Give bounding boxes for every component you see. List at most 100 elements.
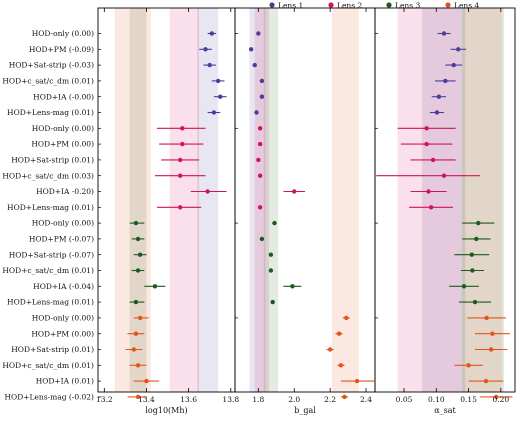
x-tick-label: 2.2	[324, 395, 336, 404]
data-point	[354, 378, 360, 384]
row-label-layer: HOD-only (0.00) HOD+PM (-0.09) HOD+Sat-str…	[2, 29, 101, 402]
data-point	[218, 94, 223, 99]
data-point	[272, 220, 277, 226]
row-label: HOD+PM (0.00)	[31, 140, 94, 149]
data-point	[342, 394, 347, 400]
x-tick-label: 13.2	[96, 395, 113, 404]
data-point	[259, 78, 265, 84]
row-label: HOD-only (0.00)	[32, 29, 94, 38]
band-panel2-lens3	[263, 8, 279, 392]
data-point	[207, 62, 212, 68]
data-point	[135, 363, 141, 368]
data-point	[215, 78, 221, 84]
data-point	[135, 236, 141, 242]
data-point	[424, 126, 429, 131]
x-tick-label: 13.6	[180, 395, 197, 404]
x-tick-label: 0.20	[492, 395, 509, 404]
row-label: HOD+Sat-strip (-0.07)	[9, 250, 94, 259]
data-point	[338, 363, 344, 368]
band-panel2-lens1	[249, 8, 266, 392]
data-point	[259, 94, 265, 99]
band-panel1-lens3	[129, 8, 147, 392]
row-label: HOD+PM (-0.07)	[29, 235, 94, 244]
row-label: HOD+Lens-mag (-0.02)	[5, 393, 95, 402]
data-point	[137, 252, 143, 257]
row-label: HOD+PM (0.00)	[31, 329, 94, 338]
data-point	[256, 157, 261, 163]
legend-marker	[269, 2, 275, 8]
x-tick-label: 2.4	[360, 395, 372, 404]
row-label: HOD-only (0.00)	[32, 124, 94, 133]
data-point	[270, 299, 275, 305]
data-point	[488, 347, 494, 352]
x-tick-label: 13.4	[138, 395, 155, 404]
legend: Lens 1 Lens 2 Lens 3 Lens 4	[269, 1, 479, 10]
row-label: HOD-only (0.00)	[32, 314, 94, 323]
panel-frame-3	[374, 7, 516, 393]
row-label: HOD+PM (-0.09)	[29, 45, 94, 54]
data-point	[257, 126, 263, 131]
data-point	[133, 220, 139, 226]
band-panel3-lens4	[462, 8, 503, 392]
band-panel3-lens1	[422, 8, 466, 392]
data-point	[451, 62, 456, 68]
x-axis-label-2: b_gal	[294, 406, 316, 415]
row-label: HOD+IA (-0.04)	[33, 282, 94, 291]
data-point	[268, 268, 274, 273]
data-point	[256, 31, 261, 36]
data-point	[152, 284, 158, 289]
data-point	[470, 268, 475, 273]
data-point	[424, 141, 429, 147]
mark-layer	[125, 31, 513, 400]
data-point	[268, 252, 274, 257]
data-point	[257, 205, 263, 210]
row-label: HOD+Sat-strip (0.01)	[11, 156, 94, 165]
data-point	[133, 299, 139, 305]
band-panel1-lens1	[197, 8, 219, 392]
band-panel3-lens2	[397, 8, 461, 392]
x-tick-label: 13.8	[222, 395, 239, 404]
data-point	[180, 141, 185, 147]
data-point	[327, 347, 333, 352]
data-point	[466, 363, 471, 368]
data-point	[469, 252, 474, 257]
x-tick-label: 0.15	[460, 395, 477, 404]
row-label: HOD+IA -0.20)	[36, 187, 94, 196]
data-point	[254, 110, 259, 115]
data-point	[203, 47, 208, 52]
legend-label: Lens 4	[454, 1, 479, 10]
x-axis-label-1: log10(Mh)	[145, 406, 187, 415]
data-point	[336, 331, 342, 336]
data-point	[178, 205, 183, 210]
data-point	[259, 236, 265, 242]
data-point	[135, 394, 141, 400]
data-point	[290, 284, 295, 289]
data-point	[428, 205, 434, 210]
row-label: HOD+Sat-strip (-0.03)	[9, 61, 94, 70]
tick-layer: 13.2 13.4 13.6 13.8 log10(Mh) 1.8 2.0 2.2 2.4 b_g…	[96, 8, 509, 415]
data-point	[430, 157, 436, 163]
data-point	[178, 173, 183, 178]
data-point	[257, 141, 263, 147]
data-point	[209, 31, 215, 36]
data-point	[456, 47, 461, 52]
data-point	[178, 157, 183, 163]
legend-label: Lens 2	[337, 1, 362, 10]
row-label: HOD+c_sat/c_dm (0.01)	[2, 361, 94, 370]
data-point	[135, 268, 141, 273]
band-layer	[114, 8, 505, 392]
row-label: HOD+Lens-mag (0.01)	[7, 108, 94, 117]
row-label: HOD+IA (-0.00)	[33, 92, 94, 101]
data-point	[144, 378, 149, 384]
row-label: HOD+Lens-mag (0.01)	[7, 298, 94, 307]
data-point	[436, 94, 442, 99]
data-point	[443, 78, 448, 84]
data-point	[137, 315, 143, 321]
axes-frames	[97, 7, 516, 393]
band-panel3-lens3	[460, 8, 505, 392]
data-point	[131, 347, 137, 352]
row-label: HOD+IA (0.01)	[36, 377, 94, 386]
row-label: HOD+c_sat/c_dm (0.01)	[2, 266, 94, 275]
data-point	[484, 315, 489, 321]
